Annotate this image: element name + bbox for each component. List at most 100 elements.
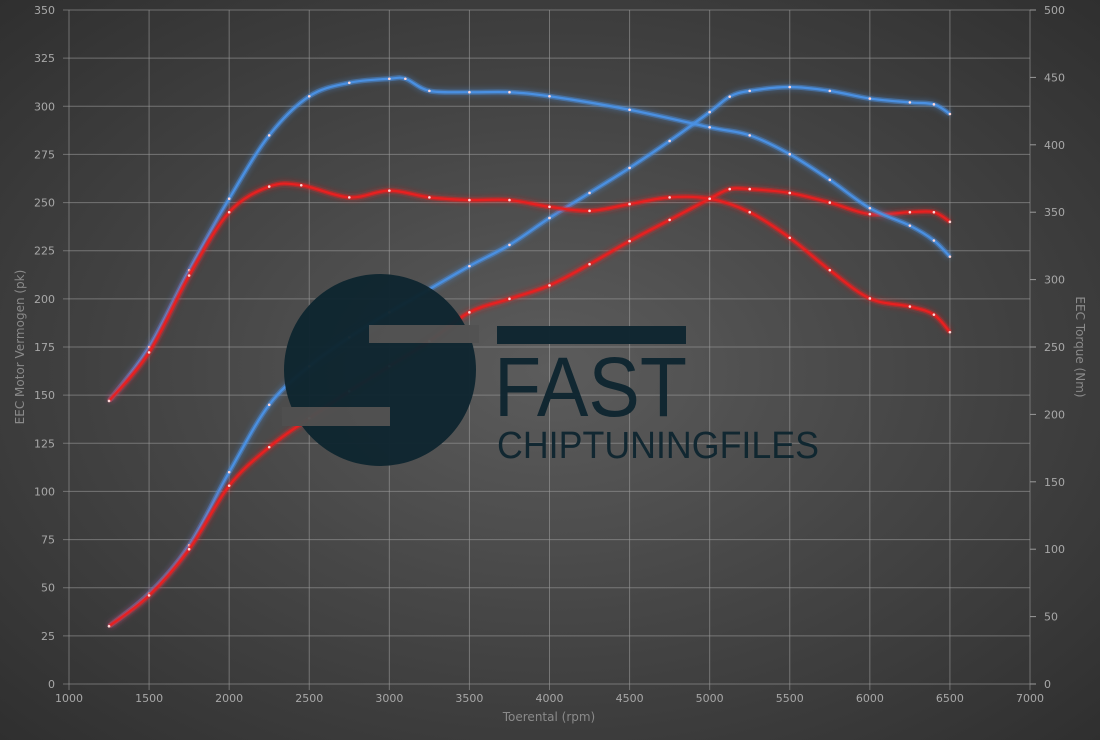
logo-notch-top (369, 325, 479, 343)
data-point (588, 262, 591, 266)
data-point (708, 125, 711, 129)
x-tick-label: 1500 (135, 692, 163, 705)
data-point (788, 85, 792, 89)
data-point (428, 89, 431, 93)
data-point (508, 297, 511, 301)
x-tick-label: 6500 (936, 692, 964, 705)
y-right-tick-label: 0 (1044, 678, 1051, 691)
x-tick-label: 2000 (215, 692, 243, 705)
data-point (788, 236, 792, 240)
data-point (628, 166, 631, 170)
logo-bar (497, 326, 686, 344)
data-point (748, 210, 752, 214)
logo-word-fast: FAST (494, 340, 687, 434)
data-point (588, 209, 591, 213)
data-point (187, 274, 191, 277)
data-point (388, 77, 391, 81)
data-point (548, 284, 551, 287)
x-tick-label: 5000 (696, 692, 724, 705)
y-axis-right-label: EEC Torque (Nm) (1073, 296, 1087, 397)
data-point (748, 187, 752, 191)
x-tick-label: 5500 (776, 692, 804, 705)
y-right-tick-label: 150 (1044, 476, 1065, 489)
y-left-tick-label: 350 (34, 4, 55, 17)
data-point (227, 470, 231, 474)
data-point (508, 90, 511, 94)
data-point (227, 484, 231, 487)
data-point (932, 313, 936, 316)
x-tick-label: 4500 (616, 692, 644, 705)
data-point (404, 77, 407, 81)
data-point (828, 201, 832, 204)
data-point (948, 255, 952, 258)
series-stock-torque (107, 181, 952, 403)
data-point (932, 210, 936, 214)
data-point (668, 196, 671, 199)
series-tuned-torque (107, 75, 952, 403)
data-point (468, 264, 471, 268)
x-tick-label: 2500 (295, 692, 323, 705)
y-left-tick-label: 0 (48, 678, 55, 691)
data-point (508, 198, 511, 202)
y-left-tick-label: 175 (34, 341, 55, 354)
x-tick-label: 3500 (455, 692, 483, 705)
y-right-tick-label: 400 (1044, 139, 1065, 152)
y-right-tick-label: 300 (1044, 274, 1065, 287)
data-point (267, 185, 271, 188)
data-point (299, 183, 303, 187)
data-point (948, 220, 952, 224)
data-point (267, 445, 271, 449)
data-point (828, 268, 832, 272)
data-point (227, 210, 231, 214)
data-point (868, 97, 872, 100)
logo: FAST CHIPTUNINGFILES (282, 274, 819, 467)
data-point (708, 197, 711, 201)
y-right-tick-label: 500 (1044, 4, 1065, 17)
tick-labels: 1000 1500 2000 2500 3000 3500 4000 4500 5000 5500… (34, 4, 1065, 705)
data-point (748, 89, 752, 93)
y-left-tick-label: 50 (41, 582, 55, 595)
data-point (908, 224, 912, 227)
y-right-tick-label: 450 (1044, 71, 1065, 84)
y-left-tick-label: 25 (41, 630, 55, 643)
data-point (908, 305, 912, 308)
y-left-tick-label: 75 (41, 534, 55, 547)
data-point (588, 191, 591, 195)
data-point (428, 196, 431, 199)
data-point (728, 187, 731, 191)
data-point (708, 110, 711, 114)
series-line (108, 76, 951, 402)
data-point (828, 178, 832, 182)
logo-word-chiptuningfiles: CHIPTUNINGFILES (497, 425, 819, 467)
data-point (267, 134, 271, 137)
y-left-tick-label: 225 (34, 245, 55, 258)
logo-circle (284, 274, 476, 466)
data-point (508, 243, 511, 247)
data-point (468, 198, 471, 202)
data-point (187, 547, 191, 551)
data-point (948, 330, 952, 334)
data-point (548, 94, 551, 98)
data-point (147, 594, 151, 597)
data-point (468, 90, 471, 94)
data-point (267, 403, 271, 407)
data-point (932, 103, 936, 106)
y-left-tick-label: 200 (34, 293, 55, 306)
x-tick-label: 7000 (1016, 692, 1044, 705)
data-point (628, 108, 631, 112)
y-axis-left-label: EEC Motor Vermogen (pk) (13, 270, 27, 425)
data-point (548, 205, 551, 209)
data-point (227, 197, 231, 201)
data-point (347, 196, 351, 199)
data-point (932, 239, 936, 242)
data-point (388, 189, 391, 192)
y-left-tick-label: 250 (34, 197, 55, 210)
x-tick-label: 3000 (375, 692, 403, 705)
y-right-tick-label: 250 (1044, 341, 1065, 354)
data-point (908, 101, 912, 104)
data-point (728, 95, 731, 98)
data-point (828, 89, 832, 93)
y-left-tick-label: 125 (34, 437, 55, 450)
series-line (108, 187, 951, 628)
